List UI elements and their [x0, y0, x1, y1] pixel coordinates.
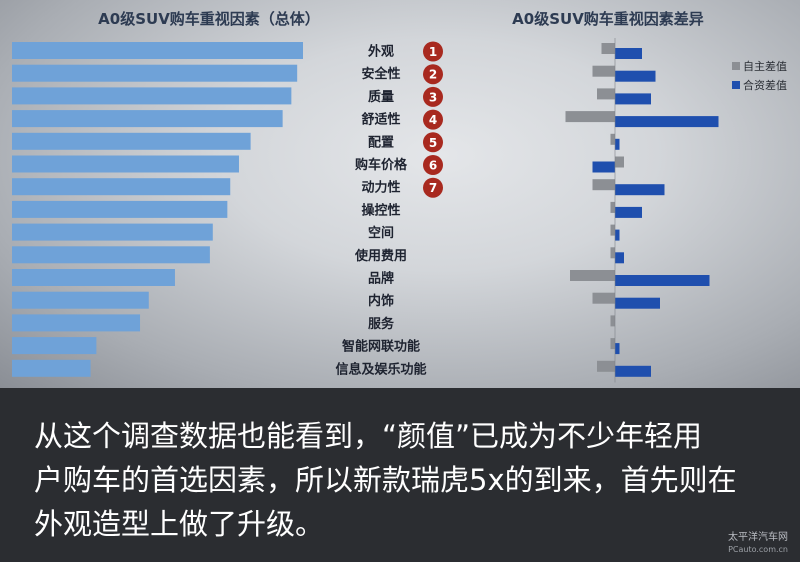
bar-diff-1-1 — [615, 70, 656, 82]
bar-total-9 — [12, 246, 210, 264]
bar-diff-0-10 — [570, 270, 615, 281]
bar-total-7 — [12, 200, 228, 218]
chart-area: A0级SUV购车重视因素（总体） 外观安全性质量舒适性配置购车价格动力性操控性空间… — [0, 0, 800, 388]
category-label-13: 智能网联功能 — [342, 339, 420, 355]
rank-badge-6 — [423, 177, 443, 198]
bar-diff-0-12 — [610, 315, 615, 327]
rank-number-0: 1 — [429, 45, 437, 59]
bar-diff-1-5 — [592, 161, 615, 173]
bar-diff-1-7 — [615, 206, 642, 218]
rank-number-6: 7 — [429, 181, 437, 195]
legend-label-0: 自主差值 — [743, 59, 787, 73]
bar-diff-0-5 — [615, 156, 624, 168]
bar-diff-0-4 — [610, 133, 615, 145]
bar-diff-0-3 — [565, 111, 615, 123]
bar-diff-0-9 — [610, 247, 615, 259]
category-label-7: 操控性 — [361, 202, 400, 218]
bar-diff-1-3 — [615, 116, 719, 128]
category-label-2: 质量 — [368, 89, 394, 105]
bar-diff-1-13 — [615, 343, 620, 355]
watermark-url: PCauto.com.cn — [728, 545, 788, 554]
category-label-4: 配置 — [368, 135, 394, 150]
left-chart-title: A0级SUV购车重视因素（总体） — [98, 10, 320, 28]
bar-total-0 — [12, 42, 303, 59]
bar-total-10 — [12, 269, 175, 286]
rank-badge-1 — [423, 64, 443, 85]
rank-number-5: 6 — [429, 159, 437, 173]
category-label-9: 使用费用 — [354, 248, 407, 264]
bar-diff-1-4 — [615, 138, 620, 150]
category-label-12: 服务 — [368, 316, 395, 332]
bar-total-3 — [12, 110, 283, 128]
bar-diff-1-8 — [615, 229, 620, 241]
bar-total-2 — [12, 87, 292, 105]
bar-diff-0-7 — [610, 201, 615, 213]
rank-badge-4 — [423, 132, 443, 153]
rank-number-3: 4 — [429, 113, 437, 127]
category-label-8: 空间 — [368, 225, 394, 241]
rank-badge-0 — [423, 41, 443, 62]
rank-badge-3 — [423, 109, 443, 130]
bar-total-5 — [12, 155, 239, 173]
bar-diff-1-9 — [615, 252, 624, 264]
caption-line-1: 从这个调查数据也能看到，“颜值”已成为不少年轻用 — [34, 419, 703, 453]
bar-diff-0-8 — [610, 224, 615, 236]
category-label-1: 安全性 — [361, 66, 400, 82]
right-chart-title: A0级SUV购车重视因素差异 — [512, 10, 704, 28]
rank-badge-2 — [423, 86, 443, 107]
bar-diff-1-14 — [615, 365, 651, 377]
caption-panel: 从这个调查数据也能看到，“颜值”已成为不少年轻用 户购车的首选因素，所以新款瑞虎… — [0, 388, 800, 562]
category-label-0: 外观 — [367, 44, 394, 60]
watermark-brand: 太平洋汽车网 — [728, 532, 788, 543]
bar-diff-0-6 — [592, 179, 615, 191]
legend-swatch-1 — [732, 81, 740, 89]
bar-total-8 — [12, 223, 213, 241]
rank-badge-5 — [423, 155, 443, 175]
bar-total-1 — [12, 64, 298, 82]
bar-diff-1-10 — [615, 275, 710, 286]
bar-diff-1-2 — [615, 93, 651, 105]
bar-total-6 — [12, 178, 231, 196]
watermark: 太平洋汽车网 PCauto.com.cn — [728, 532, 788, 556]
bar-total-4 — [12, 132, 251, 150]
bar-total-12 — [12, 314, 141, 332]
bar-diff-1-11 — [615, 297, 660, 309]
category-label-6: 动力性 — [361, 180, 400, 196]
bar-diff-1-0 — [615, 48, 642, 59]
bar-diff-1-6 — [615, 184, 665, 196]
caption-line-2: 户购车的首选因素，所以新款瑞虎5x的到来，首先则在 — [34, 463, 737, 497]
caption-line-3: 外观造型上做了升级。 — [34, 507, 325, 541]
bar-diff-0-11 — [592, 292, 615, 304]
bar-diff-0-14 — [597, 360, 615, 372]
category-label-5: 购车价格 — [355, 157, 408, 173]
bar-total-14 — [12, 359, 91, 377]
rank-number-4: 5 — [429, 136, 437, 150]
chart-svg: A0级SUV购车重视因素（总体） 外观安全性质量舒适性配置购车价格动力性操控性空间… — [12, 10, 787, 383]
category-label-3: 舒适性 — [361, 112, 400, 128]
bar-diff-0-1 — [592, 65, 615, 77]
bar-total-11 — [12, 291, 149, 309]
bar-diff-0-0 — [601, 43, 615, 54]
rank-number-1: 2 — [429, 68, 437, 82]
legend-swatch-0 — [732, 62, 740, 70]
category-label-14: 信息及娱乐功能 — [335, 361, 426, 377]
legend-label-1: 合资差值 — [743, 78, 787, 92]
category-label-10: 品牌 — [368, 271, 394, 287]
bar-diff-0-2 — [597, 88, 615, 100]
bar-diff-0-13 — [610, 338, 615, 350]
bar-total-13 — [12, 337, 97, 355]
category-label-11: 内饰 — [368, 293, 394, 309]
rank-number-2: 3 — [429, 90, 437, 104]
